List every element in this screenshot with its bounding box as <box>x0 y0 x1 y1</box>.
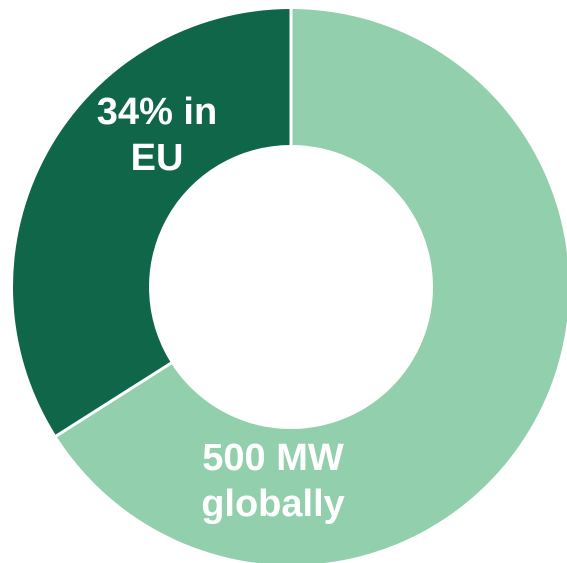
donut-label-global-line-2: globally <box>201 483 345 525</box>
donut-label-eu: 34% in EU <box>97 91 217 179</box>
donut-slice-global <box>56 9 567 563</box>
donut-slice-eu <box>13 9 292 436</box>
donut-label-global: 500 MW globally <box>201 437 345 525</box>
slice-separator-2 <box>53 360 174 439</box>
labels-layer: 34% in EU 500 MW globally <box>97 91 345 525</box>
slices-layer <box>13 7 567 563</box>
donut-label-global-line-1: 500 MW <box>202 437 344 479</box>
donut-label-eu-line-2: EU <box>131 137 184 179</box>
donut-label-eu-line-1: 34% in <box>97 91 217 133</box>
